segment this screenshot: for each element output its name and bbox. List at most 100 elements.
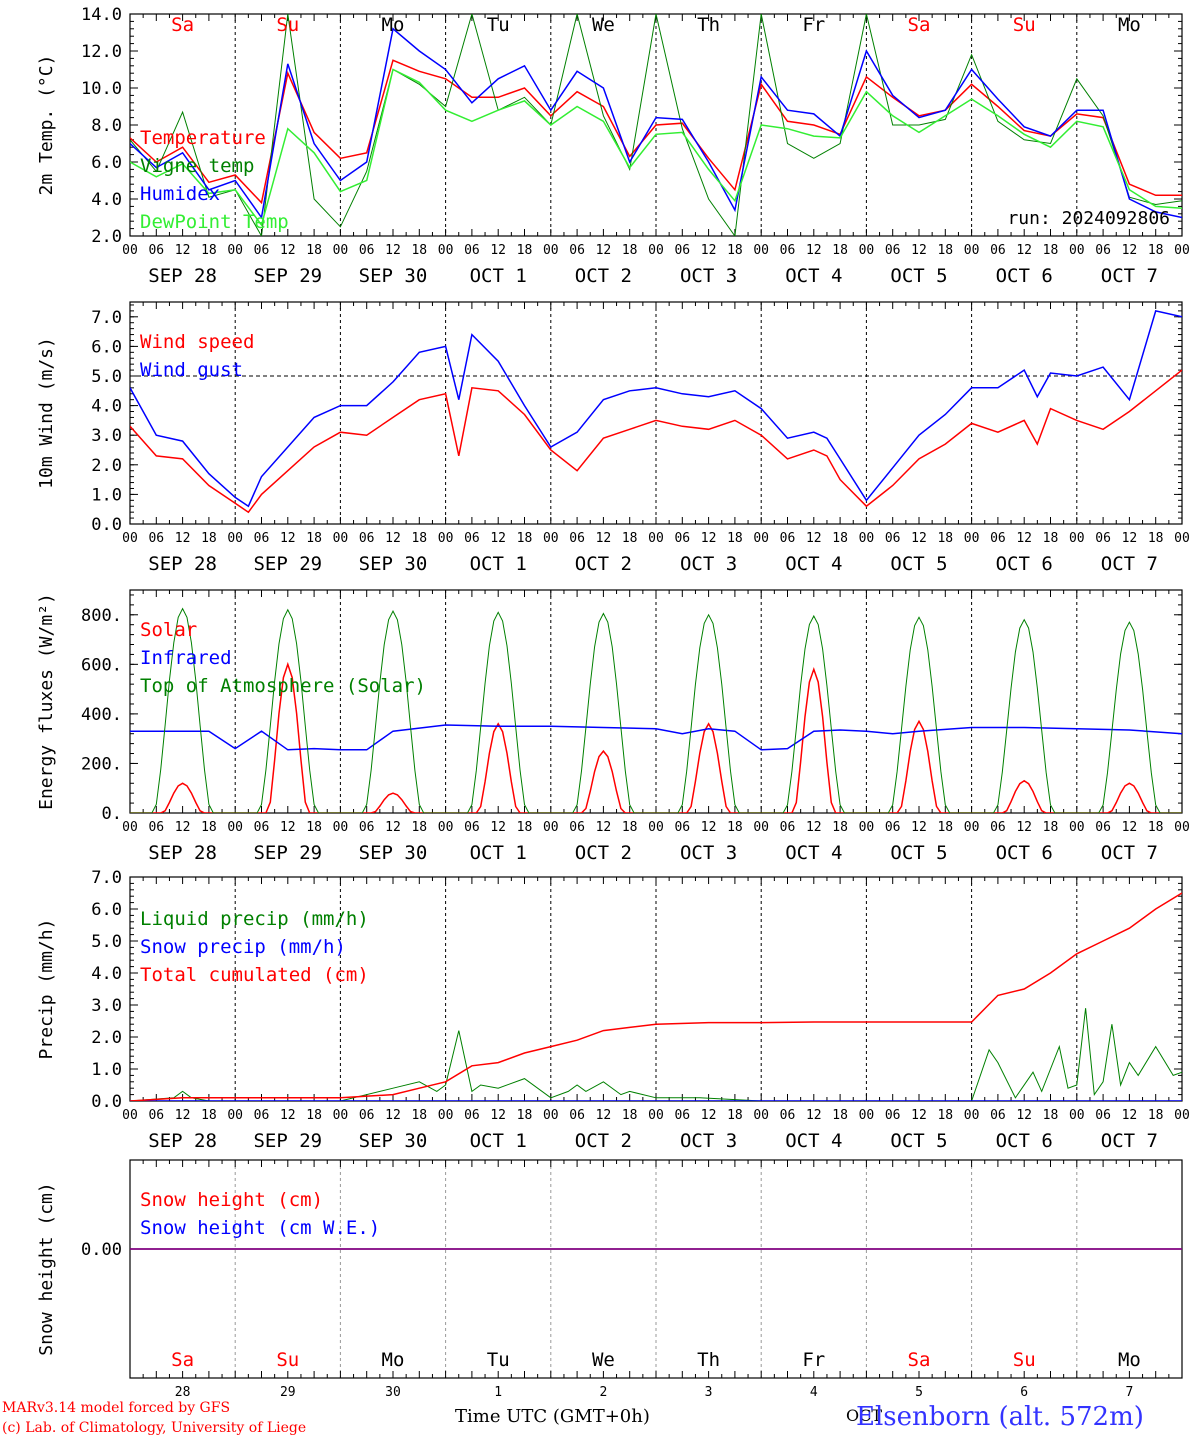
hour-tick-label: 18	[306, 531, 322, 546]
hour-tick-label: 06	[254, 1108, 270, 1123]
hour-tick-label: 06	[359, 1108, 375, 1123]
hour-tick-label: 00	[859, 1108, 875, 1123]
y-axis-label: Energy fluxes (W/m²)	[36, 593, 57, 810]
date-label: SEP 28	[148, 553, 217, 575]
day-number-label: 30	[385, 1385, 401, 1400]
legend-entry: Top of Atmosphere (Solar)	[140, 675, 426, 697]
hour-tick-label: 12	[490, 243, 506, 258]
legend-entry: Wind gust	[140, 359, 243, 381]
series-line-wind-speed	[130, 369, 1182, 514]
date-label: OCT 4	[785, 842, 842, 864]
lab-credit: (c) Lab. of Climatology, University of L…	[2, 1420, 307, 1436]
day-of-week-label: Mo	[382, 14, 405, 36]
hour-tick-label: 00	[648, 1108, 664, 1123]
hour-tick-label: 18	[517, 820, 533, 835]
date-label: OCT 1	[470, 842, 527, 864]
hour-tick-label: 18	[1043, 243, 1059, 258]
series-line-dewpoint-temp	[130, 68, 1182, 227]
date-label: SEP 29	[253, 553, 322, 575]
hour-tick-label: 18	[622, 1108, 638, 1123]
y-tick-label: 8.0	[91, 116, 122, 136]
legend-entry: Wind speed	[140, 331, 254, 353]
hour-tick-label: 00	[964, 243, 980, 258]
hour-tick-label: 12	[175, 531, 191, 546]
hour-tick-label: 12	[596, 531, 612, 546]
y-tick-label: 14.0	[81, 5, 122, 25]
day-of-week-label: Fr	[802, 14, 825, 36]
y-tick-label: 2.0	[91, 1028, 122, 1048]
hour-tick-label: 00	[859, 531, 875, 546]
hour-tick-label: 00	[543, 1108, 559, 1123]
y-tick-label: 0.0	[91, 515, 122, 535]
hour-tick-label: 12	[596, 820, 612, 835]
y-tick-label: 6.0	[91, 337, 122, 357]
legend-entry: Humidex	[140, 183, 220, 205]
hour-tick-label: 18	[937, 243, 953, 258]
hour-tick-label: 06	[885, 243, 901, 258]
hour-tick-label: 00	[122, 820, 138, 835]
hour-tick-label: 00	[543, 531, 559, 546]
hour-tick-label: 06	[674, 1108, 690, 1123]
hour-tick-label: 18	[937, 531, 953, 546]
hour-tick-label: 12	[701, 820, 717, 835]
y-tick-label: 200.	[81, 754, 122, 774]
hour-tick-label: 00	[438, 531, 454, 546]
panel-1: 2m Temp. (°C)	[36, 13, 1183, 237]
y-tick-label: 4.0	[91, 397, 122, 417]
hour-tick-label: 00	[438, 1108, 454, 1123]
hour-tick-label: 18	[306, 820, 322, 835]
y-tick-label: 4.0	[91, 964, 122, 984]
hour-tick-label: 18	[1148, 531, 1164, 546]
date-label: SEP 29	[253, 265, 322, 287]
station-overlap-label: OCT	[846, 1406, 883, 1425]
hour-tick-label: 06	[464, 1108, 480, 1123]
hour-tick-label: 18	[517, 243, 533, 258]
hour-tick-label: 00	[753, 1108, 769, 1123]
date-label: SEP 28	[148, 1130, 217, 1152]
y-tick-label: 6.0	[91, 153, 122, 173]
hour-tick-label: 00	[648, 820, 664, 835]
y-tick-label: 12.0	[81, 42, 122, 62]
series-line-humidex	[130, 27, 1182, 220]
hour-tick-label: 00	[333, 820, 349, 835]
hour-tick-label: 06	[359, 243, 375, 258]
hour-tick-label: 00	[543, 820, 559, 835]
date-label: SEP 30	[359, 842, 428, 864]
hour-tick-label: 18	[937, 1108, 953, 1123]
hour-tick-label: 06	[464, 820, 480, 835]
hour-tick-label: 18	[201, 243, 217, 258]
hour-tick-label: 00	[1069, 531, 1085, 546]
hour-tick-label: 18	[1043, 1108, 1059, 1123]
hour-tick-label: 18	[727, 531, 743, 546]
hour-tick-label: 00	[1174, 531, 1190, 546]
hour-tick-label: 06	[359, 531, 375, 546]
day-number-label: 7	[1125, 1385, 1133, 1400]
y-tick-label: 2.0	[91, 227, 122, 247]
hour-tick-label: 12	[911, 243, 927, 258]
hour-tick-label: 00	[753, 531, 769, 546]
legend-entry: Vigne temp	[140, 155, 254, 177]
hour-tick-label: 00	[753, 820, 769, 835]
panel-4: Precip (mm/h)	[36, 876, 1183, 1102]
hour-tick-label: 00	[227, 243, 243, 258]
legend-entry: Temperature	[140, 127, 266, 149]
hour-tick-label: 12	[806, 243, 822, 258]
day-of-week-label: Fr	[802, 1349, 825, 1371]
legend-entry: DewPoint Temp	[140, 211, 289, 233]
day-of-week-label: We	[592, 14, 615, 36]
day-of-week-label: Su	[276, 1349, 299, 1371]
hour-tick-label: 06	[464, 531, 480, 546]
hour-tick-label: 06	[569, 820, 585, 835]
panel-frame	[129, 589, 1183, 814]
day-of-week-label: Sa	[908, 1349, 931, 1371]
hour-tick-label: 12	[1016, 243, 1032, 258]
hour-tick-label: 06	[1095, 531, 1111, 546]
station-label: Elsenborn (alt. 572m)	[856, 1402, 1144, 1432]
hour-tick-label: 12	[1122, 1108, 1138, 1123]
legend-entry: Solar	[140, 619, 197, 641]
hour-tick-label: 12	[490, 820, 506, 835]
hour-tick-label: 18	[306, 1108, 322, 1123]
hour-tick-label: 18	[622, 820, 638, 835]
series-line-solar	[130, 661, 1182, 813]
